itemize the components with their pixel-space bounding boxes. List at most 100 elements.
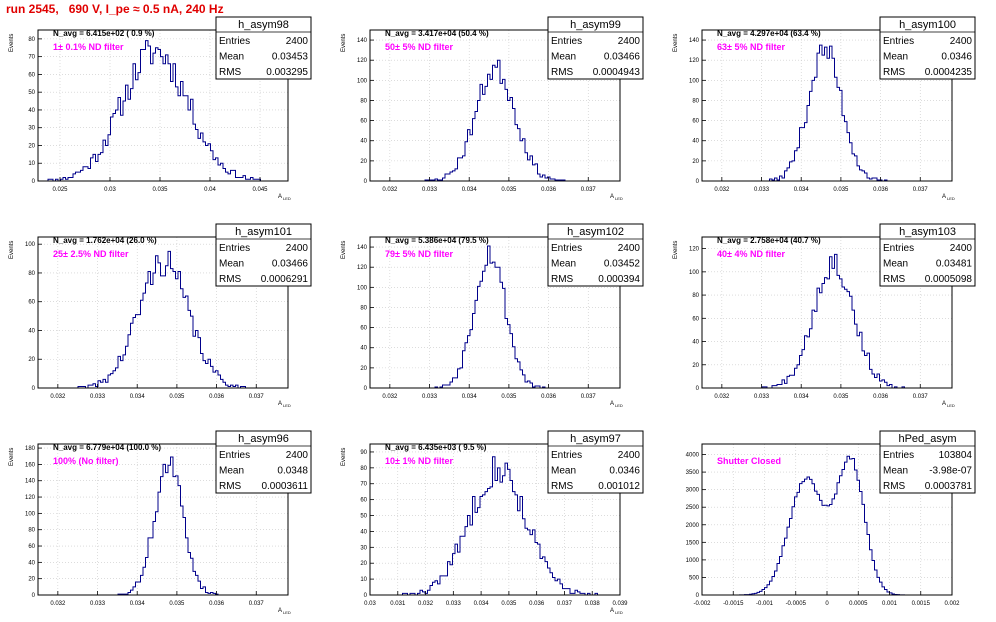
histogram-name: h_asym97 <box>570 433 621 445</box>
x-tick-label: 0.036 <box>209 601 225 607</box>
y-tick-label: 80 <box>28 37 35 43</box>
x-axis-title: A <box>610 608 614 614</box>
stats-label-entries: Entries <box>551 36 582 47</box>
filter-label: 1± 0.1% ND filter <box>53 42 124 52</box>
y-axis-title: Events <box>673 241 679 259</box>
x-tick-label: 0.033 <box>754 187 770 193</box>
x-tick-label: 0.03 <box>104 187 116 193</box>
x-tick-label: 0.033 <box>90 394 106 400</box>
x-tick-label: 0.034 <box>130 394 146 400</box>
x-tick-label: 0.035 <box>169 601 185 607</box>
x-tick-label: 0.033 <box>422 394 438 400</box>
histogram-name: h_asym100 <box>899 19 956 31</box>
y-tick-label: 100 <box>25 511 36 517</box>
y-tick-label: 80 <box>360 98 367 104</box>
y-tick-label: 40 <box>28 560 35 566</box>
y-axis-title: Events <box>673 34 679 52</box>
stats-value-rms: 0.0006291 <box>261 274 309 285</box>
y-tick-label: 20 <box>28 143 35 149</box>
x-tick-label: 0.032 <box>50 394 66 400</box>
y-tick-label: 60 <box>360 119 367 125</box>
y-tick-label: 100 <box>357 78 368 84</box>
x-tick-label: 0.036 <box>529 601 545 607</box>
histogram-name: h_asym99 <box>570 19 621 31</box>
stats-value-mean: 0.03466 <box>272 259 309 270</box>
x-tick-label: 0.0005 <box>849 601 868 607</box>
histogram-name: h_asym101 <box>235 226 292 238</box>
n-avg-label: N_avg = 6.779e+04 (100.0 %) <box>53 443 161 452</box>
y-tick-label: 40 <box>28 328 35 334</box>
x-tick-label: 0.036 <box>541 394 557 400</box>
y-tick-label: 20 <box>360 561 367 567</box>
stats-label-entries: Entries <box>219 243 250 254</box>
histogram-bars <box>370 456 620 596</box>
y-tick-label: 40 <box>692 139 699 145</box>
x-axis-title-sub: LED <box>947 196 955 201</box>
filter-label: 100% (No filter) <box>53 456 119 466</box>
histogram-panel-h_asym100: 0.032 0.033 0.034 0.035 0.036 0.037 0 20 40 60 80 1… <box>673 16 976 201</box>
stats-label-rms: RMS <box>219 67 242 78</box>
y-axis-title: Events <box>341 34 347 52</box>
x-axis-title-sub: LED <box>615 610 623 615</box>
stats-box: h_asym96 Entries 2400 Mean 0.0348 RMS 0.000361… <box>215 430 312 494</box>
x-tick-label: 0.032 <box>50 601 66 607</box>
y-axis-title: Events <box>9 448 15 466</box>
stats-value-mean: 0.03481 <box>936 259 973 270</box>
x-tick-label: 0.035 <box>501 187 517 193</box>
x-tick-label: 0.001 <box>882 601 898 607</box>
x-tick-label: 0.025 <box>52 187 68 193</box>
stats-label-rms: RMS <box>219 274 242 285</box>
y-tick-label: 80 <box>360 466 367 472</box>
stats-value-entries: 2400 <box>950 243 973 254</box>
stats-value-mean: 0.03453 <box>272 52 309 63</box>
histogram-bars <box>702 253 952 389</box>
x-tick-label: 0.034 <box>462 394 478 400</box>
plot-frame <box>369 29 621 182</box>
x-tick-label: 0.036 <box>873 187 889 193</box>
stats-label-entries: Entries <box>219 36 250 47</box>
filter-label: 25± 2.5% ND filter <box>53 249 129 259</box>
stats-box-frame <box>879 223 976 287</box>
x-tick-label: 0.034 <box>474 601 490 607</box>
stats-value-mean: 0.03452 <box>604 259 641 270</box>
x-tick-label: 0.033 <box>754 394 770 400</box>
stats-label-rms: RMS <box>551 274 574 285</box>
stats-box: h_asym100 Entries 2400 Mean 0.0346 RMS 0.00042… <box>879 16 976 80</box>
x-tick-label: 0.034 <box>462 187 478 193</box>
y-tick-label: 160 <box>25 462 36 468</box>
stats-box: h_asym102 Entries 2400 Mean 0.03452 RMS 0.0003… <box>547 223 644 287</box>
histogram-name: h_asym98 <box>238 19 289 31</box>
plot-frame <box>369 443 621 596</box>
y-tick-label: 20 <box>360 366 367 372</box>
x-axis-title: A <box>610 194 614 200</box>
x-axis-title: A <box>278 608 282 614</box>
y-tick-label: 140 <box>357 38 368 44</box>
x-tick-label: 0.032 <box>418 601 434 607</box>
x-tick-label: 0.035 <box>152 187 168 193</box>
stats-box-frame <box>547 430 644 494</box>
y-tick-label: 120 <box>689 247 700 253</box>
x-axis-title-sub: LED <box>947 403 955 408</box>
y-tick-label: 30 <box>28 126 35 132</box>
x-tick-label: 0.031 <box>390 601 406 607</box>
stats-box-frame <box>879 430 976 494</box>
x-axis-title-sub: LED <box>283 196 291 201</box>
stats-label-entries: Entries <box>883 450 914 461</box>
y-tick-label: 40 <box>360 346 367 352</box>
y-tick-label: 30 <box>360 545 367 551</box>
y-tick-label: 140 <box>689 38 700 44</box>
x-tick-label: 0.034 <box>794 394 810 400</box>
x-tick-label: 0.034 <box>130 601 146 607</box>
y-tick-label: 120 <box>357 58 368 64</box>
y-tick-label: 3000 <box>686 488 700 494</box>
n-avg-label: N_avg = 2.758e+04 (40.7 %) <box>717 236 821 245</box>
x-tick-label: 0.037 <box>581 187 597 193</box>
plot-frame <box>701 29 953 182</box>
plot-frame <box>701 236 953 389</box>
stats-value-mean: 0.0346 <box>941 52 972 63</box>
stats-value-mean: 0.0348 <box>277 466 308 477</box>
stats-value-entries: 2400 <box>618 243 641 254</box>
y-tick-label: 80 <box>28 271 35 277</box>
y-tick-label: 0 <box>364 179 368 185</box>
stats-value-entries: 2400 <box>950 36 973 47</box>
